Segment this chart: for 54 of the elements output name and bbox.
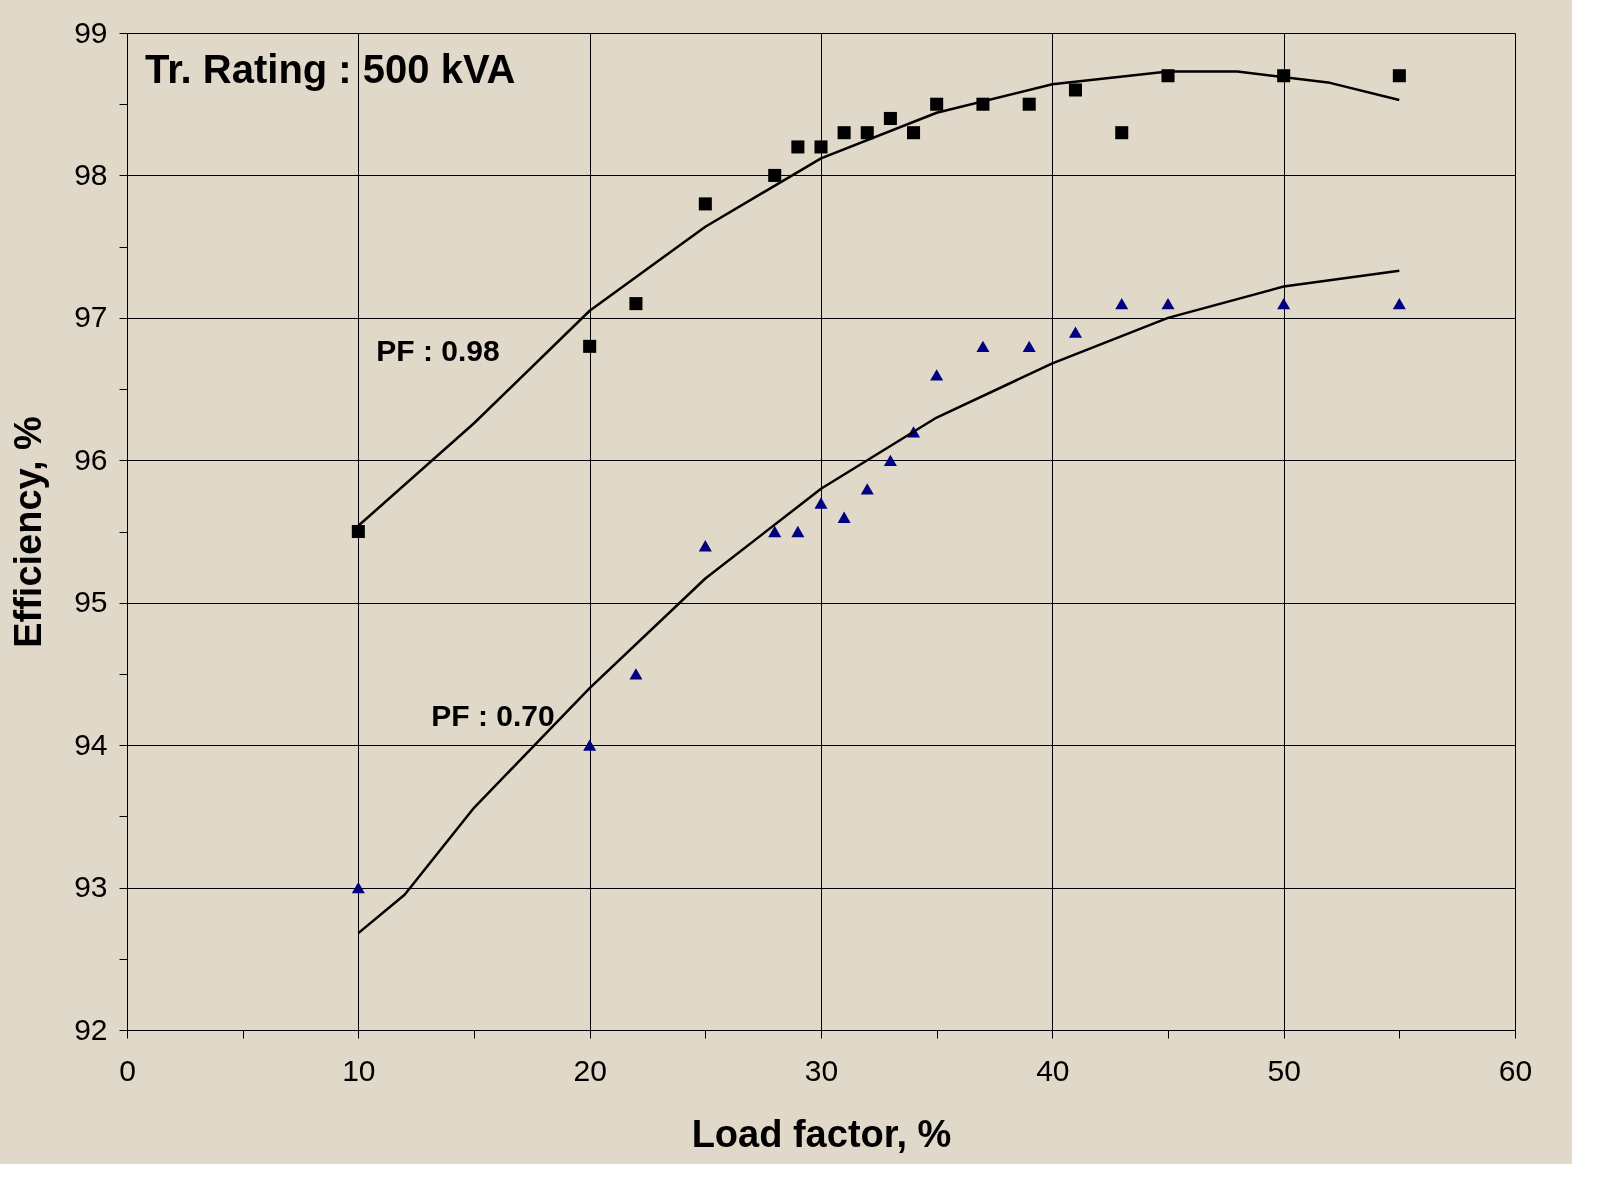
point [814, 140, 828, 154]
y-tick-label: 97 [74, 300, 108, 334]
point [837, 511, 851, 523]
text: PF : 0.98 [376, 334, 500, 368]
point [1161, 297, 1175, 310]
y-tick-label: 94 [74, 727, 108, 761]
x-tick-label: 0 [119, 1053, 136, 1087]
point [1022, 97, 1036, 111]
point [1068, 83, 1082, 97]
point [837, 126, 851, 140]
point [351, 881, 365, 894]
x-tick-label: 30 [804, 1053, 839, 1087]
point [698, 540, 712, 552]
point [907, 126, 921, 140]
point [629, 297, 643, 311]
point [930, 97, 944, 111]
point [1392, 297, 1406, 310]
point [1115, 297, 1129, 310]
x-tick-label: 50 [1267, 1053, 1301, 1087]
y-tick-label: 99 [74, 15, 108, 49]
point [768, 525, 782, 538]
point [583, 739, 597, 751]
y-tick-label: 95 [74, 585, 108, 619]
y-tick-label: 92 [74, 1012, 108, 1046]
x-tick-label: 20 [573, 1053, 607, 1087]
point [1068, 326, 1082, 338]
point [791, 525, 805, 538]
point [1115, 126, 1129, 140]
point [629, 668, 643, 680]
point [1277, 297, 1291, 310]
point [768, 168, 782, 182]
y-axis-title: Efficiency, % [7, 416, 50, 648]
point [860, 126, 874, 140]
y-tick-label: 93 [74, 870, 108, 904]
y-tick-label: 96 [74, 442, 108, 476]
point [814, 497, 828, 509]
x-axis-title: Load factor, % [691, 1112, 952, 1155]
point [883, 111, 897, 125]
point [930, 369, 944, 381]
point [791, 140, 805, 154]
point [351, 524, 365, 539]
point [976, 340, 990, 352]
x-tick-label: 10 [342, 1053, 376, 1087]
point [1392, 69, 1406, 83]
x-tick-label: 40 [1036, 1053, 1070, 1087]
point [860, 483, 874, 495]
point [583, 339, 597, 353]
point [883, 454, 897, 466]
point [1022, 340, 1036, 352]
x-tick-label: 60 [1498, 1053, 1533, 1087]
annotation: Tr. Rating : 500 kVA [145, 47, 516, 91]
series-label: PF : 0.70 [431, 699, 555, 733]
point [698, 197, 712, 211]
y-tick-label: 98 [74, 157, 108, 191]
